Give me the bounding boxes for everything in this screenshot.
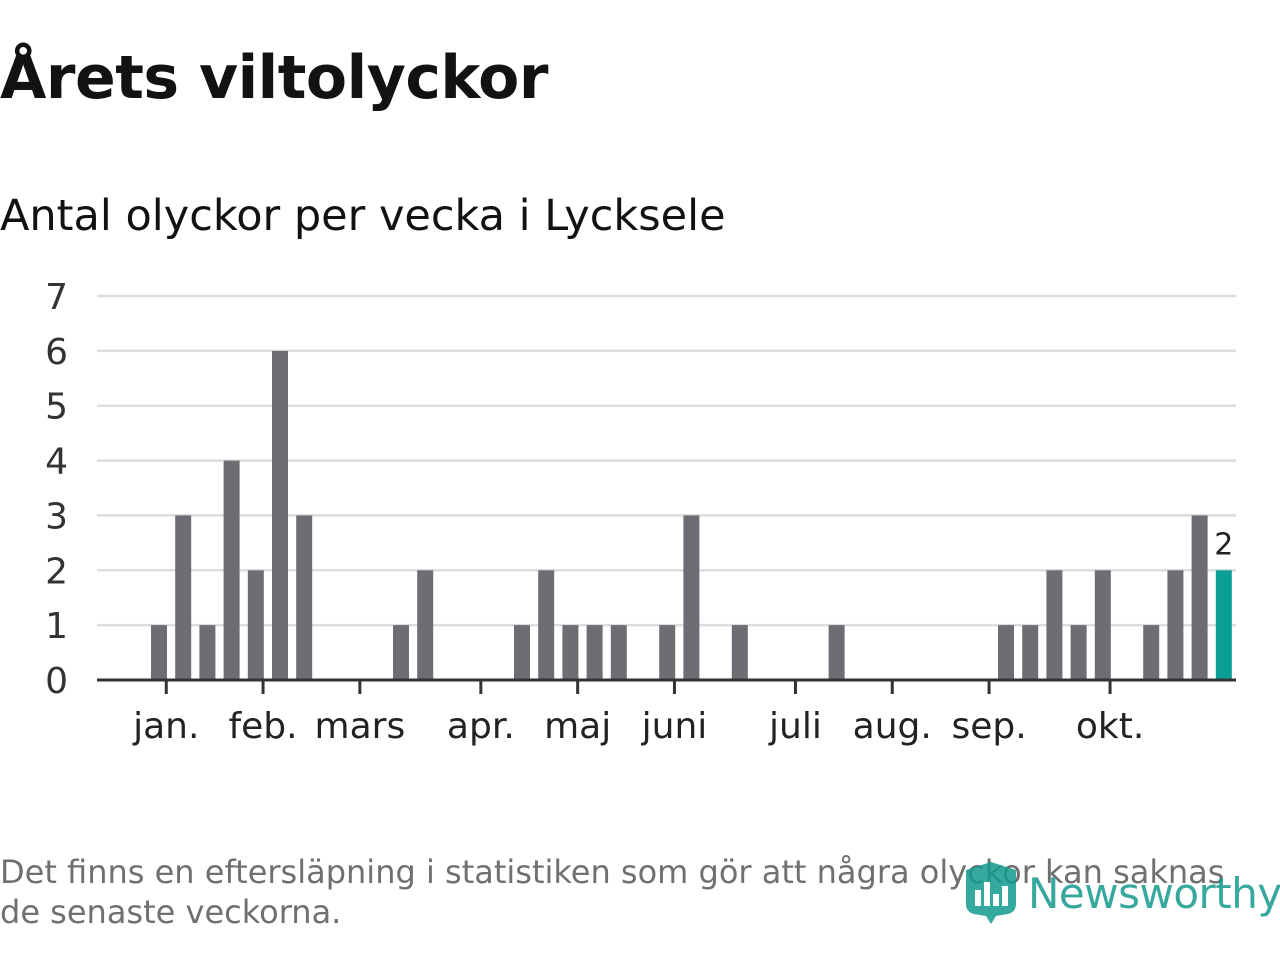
bar bbox=[514, 625, 530, 680]
bar bbox=[1022, 625, 1039, 680]
bar-current-week bbox=[1215, 570, 1232, 680]
newsworthy-logo[interactable]: Newsworthy bbox=[962, 860, 1280, 926]
bar bbox=[199, 625, 216, 680]
gridlines bbox=[97, 294, 1236, 627]
y-tick-label: 5 bbox=[45, 387, 68, 428]
y-axis-ticks: 0 1 2 3 4 5 6 7 bbox=[45, 277, 68, 702]
bar bbox=[538, 570, 555, 680]
x-tick-label: mars bbox=[315, 706, 406, 747]
y-tick-label: 7 bbox=[45, 277, 68, 318]
bar bbox=[683, 515, 700, 680]
x-axis-ticks: jan. feb. mars apr. maj juni juli aug. sep. okt. bbox=[132, 680, 1144, 747]
bar bbox=[417, 570, 434, 680]
bar-chart: 0 1 2 3 4 5 6 7 jan. feb. mars apr. maj juni juli aug.… bbox=[45, 277, 1236, 747]
bar bbox=[1143, 625, 1160, 680]
bar bbox=[247, 570, 264, 680]
bar bbox=[828, 625, 845, 680]
y-tick-label: 1 bbox=[45, 606, 68, 647]
bar bbox=[562, 625, 579, 680]
bar bbox=[1167, 570, 1184, 680]
x-tick-label: maj bbox=[544, 706, 611, 747]
y-tick-label: 0 bbox=[45, 661, 68, 702]
bar bbox=[1094, 570, 1111, 680]
x-tick-label: okt. bbox=[1076, 706, 1144, 747]
x-tick-label: juni bbox=[641, 706, 708, 747]
chart-subtitle: Antal olyckor per vecka i Lycksele bbox=[0, 191, 726, 241]
bar bbox=[296, 515, 313, 680]
chart-title: Årets viltolyckor bbox=[0, 43, 549, 113]
bar bbox=[731, 625, 748, 680]
x-tick-label: juli bbox=[768, 706, 822, 747]
bar bbox=[610, 625, 627, 680]
y-tick-label: 6 bbox=[45, 332, 68, 373]
x-tick-label: feb. bbox=[228, 706, 297, 747]
x-tick-label: aug. bbox=[853, 706, 932, 747]
bar bbox=[659, 625, 676, 680]
bar bbox=[393, 625, 409, 680]
bar bbox=[151, 625, 167, 680]
newsworthy-logo-text: Newsworthy bbox=[1028, 868, 1280, 918]
bar bbox=[586, 625, 603, 680]
bar bbox=[1070, 625, 1087, 680]
bars bbox=[151, 350, 1232, 680]
bar bbox=[1046, 570, 1063, 680]
newsworthy-logo-icon bbox=[966, 862, 1016, 924]
footnote: Det finns en eftersläpning i statistiken… bbox=[0, 853, 1225, 931]
data-labels: 2 bbox=[1214, 527, 1233, 562]
x-tick-label: sep. bbox=[951, 706, 1026, 747]
bar bbox=[272, 350, 288, 680]
data-label-current-week: 2 bbox=[1214, 527, 1233, 562]
y-tick-label: 2 bbox=[45, 551, 68, 592]
bar bbox=[175, 515, 192, 680]
bar bbox=[1191, 515, 1208, 680]
x-tick-label: jan. bbox=[132, 706, 199, 747]
y-tick-label: 4 bbox=[45, 442, 68, 483]
bar bbox=[998, 625, 1014, 680]
y-tick-label: 3 bbox=[45, 496, 68, 537]
bar bbox=[223, 460, 240, 680]
x-tick-label: apr. bbox=[447, 706, 515, 747]
